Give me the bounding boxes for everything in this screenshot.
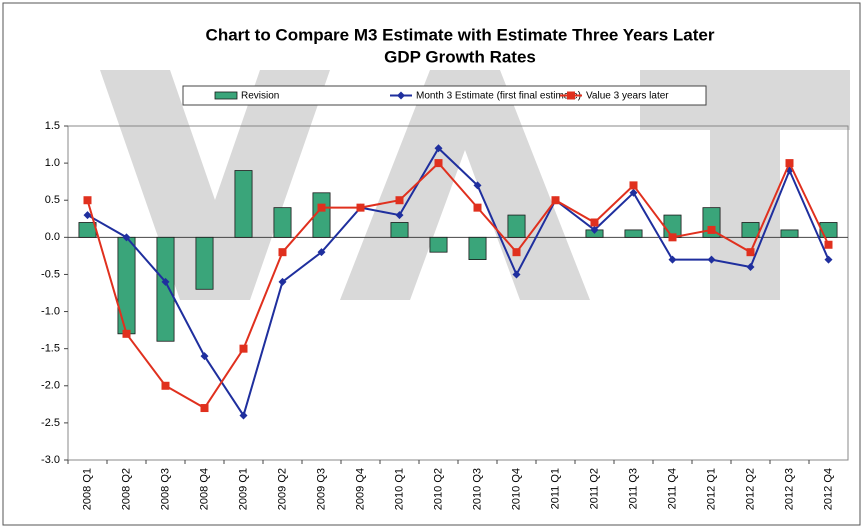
marker	[824, 255, 833, 264]
legend-label: Revision	[241, 91, 279, 102]
marker	[668, 255, 677, 264]
x-tick-label: 2008 Q3	[159, 468, 171, 510]
chart-title: Chart to Compare M3 Estimate with Estima…	[206, 25, 715, 44]
marker	[707, 225, 716, 234]
bar	[312, 192, 331, 238]
marker	[707, 255, 716, 264]
x-tick-label: 2012 Q1	[705, 468, 717, 510]
marker	[629, 188, 638, 197]
bar	[780, 229, 799, 238]
marker	[317, 248, 326, 257]
marker	[746, 263, 755, 272]
bar	[507, 214, 526, 238]
x-tick-label: 2012 Q2	[744, 468, 756, 510]
legend-box	[182, 85, 707, 106]
legend-label: Value 3 years later	[586, 91, 669, 102]
legend-swatch	[214, 91, 238, 100]
y-tick-label: -2.5	[41, 417, 60, 429]
legend-label: Month 3 Estimate (first final estimate)	[416, 91, 581, 102]
marker	[473, 203, 482, 212]
chart-subtitle: GDP Growth Rates	[384, 47, 536, 66]
y-tick-label: 0.5	[45, 194, 60, 206]
x-tick-label: 2009 Q4	[354, 468, 366, 510]
watermark	[100, 70, 850, 300]
bar	[273, 207, 292, 238]
x-tick-label: 2012 Q4	[822, 468, 834, 510]
x-tick-label: 2008 Q2	[120, 468, 132, 510]
x-tick-label: 2011 Q2	[588, 468, 600, 509]
y-tick-label: -1.5	[41, 343, 60, 355]
x-tick-label: 2011 Q3	[627, 468, 639, 509]
marker	[278, 248, 287, 257]
x-tick-label: 2012 Q3	[783, 468, 795, 510]
y-tick-label: -3.0	[41, 454, 60, 466]
bar	[78, 222, 97, 238]
y-tick-label: -0.5	[41, 268, 60, 280]
marker	[434, 159, 443, 168]
marker	[122, 233, 131, 242]
marker	[590, 218, 599, 227]
marker	[83, 196, 92, 205]
marker	[239, 344, 248, 353]
bar	[741, 222, 760, 238]
x-tick-label: 2008 Q4	[198, 468, 210, 510]
bar	[156, 236, 175, 342]
marker	[317, 203, 326, 212]
y-tick-label: 1.5	[45, 120, 60, 132]
marker	[824, 240, 833, 249]
marker	[395, 196, 404, 205]
legend-marker	[397, 91, 405, 100]
x-tick-label: 2010 Q3	[471, 468, 483, 510]
marker	[83, 211, 92, 220]
series-line	[86, 160, 830, 410]
y-tick-label: -1.0	[41, 305, 60, 317]
marker	[395, 211, 404, 220]
series-line	[87, 146, 830, 418]
bar	[429, 236, 448, 253]
marker	[512, 248, 521, 257]
marker	[122, 329, 131, 338]
marker	[278, 277, 287, 286]
bar	[624, 229, 643, 238]
x-tick-label: 2009 Q3	[315, 468, 327, 510]
marker	[551, 196, 560, 205]
y-tick-label: 0.0	[45, 231, 60, 243]
y-tick-label: 1.0	[45, 157, 60, 169]
bar	[117, 236, 136, 335]
marker	[473, 181, 482, 190]
y-tick-label: -2.0	[41, 380, 60, 392]
marker	[746, 248, 755, 257]
x-tick-label: 2011 Q4	[666, 468, 678, 509]
marker	[512, 270, 521, 279]
bar	[468, 236, 487, 260]
x-tick-label: 2009 Q1	[237, 468, 249, 510]
bar	[195, 236, 214, 290]
marker	[785, 159, 794, 168]
marker	[161, 381, 170, 390]
marker	[161, 277, 170, 286]
x-tick-label: 2010 Q4	[510, 468, 522, 510]
x-tick-label: 2009 Q2	[276, 468, 288, 510]
marker	[200, 404, 209, 413]
x-tick-label: 2011 Q1	[549, 468, 561, 509]
bar	[390, 222, 409, 238]
legend-marker	[567, 91, 575, 100]
marker	[629, 181, 638, 190]
bar	[234, 170, 253, 238]
x-tick-label: 2010 Q1	[393, 468, 405, 510]
marker	[200, 352, 209, 361]
x-tick-label: 2008 Q1	[81, 468, 93, 510]
marker	[239, 411, 248, 420]
x-tick-label: 2010 Q2	[432, 468, 444, 510]
marker	[590, 225, 599, 234]
marker	[434, 144, 443, 153]
marker	[356, 203, 365, 212]
marker	[668, 233, 677, 242]
